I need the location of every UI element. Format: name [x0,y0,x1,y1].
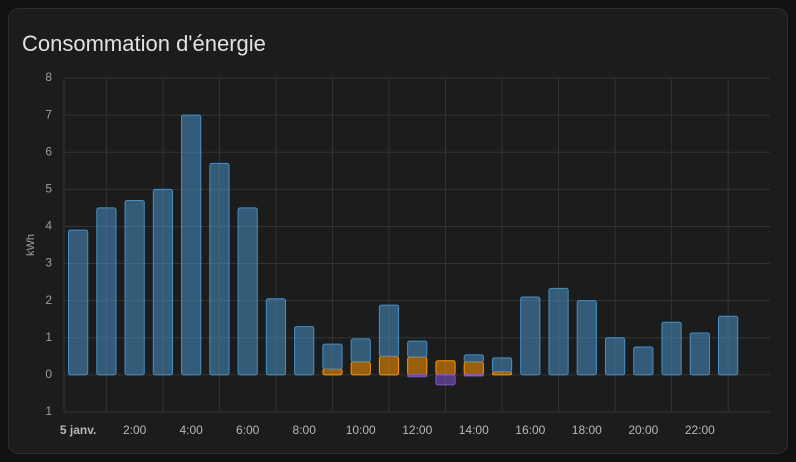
bar [491,357,513,373]
x-tick-label: 8:00 [293,423,317,437]
x-tick-label: 4:00 [179,423,203,437]
y-tick-label: 1 [45,330,52,344]
bar [322,343,343,370]
bar [124,199,145,376]
bar [435,360,456,376]
bar [407,340,428,358]
bar [548,287,569,376]
bar [689,332,710,376]
bar [209,162,230,376]
bars [68,114,739,386]
bar [322,368,343,376]
y-tick-label: 7 [45,107,52,121]
bar [407,374,428,378]
bar [463,354,484,363]
bar [407,356,428,376]
bar [152,188,174,376]
bar [633,346,654,376]
y-axis-title: kWh [25,234,37,256]
x-tick-label: 6:00 [236,423,260,437]
bar [463,361,484,376]
bar [520,296,541,376]
bar [350,338,371,363]
x-tick-label: 22:00 [685,423,715,437]
y-tick-label: 4 [45,219,52,233]
y-tick-label: 1 [45,404,52,418]
x-tick-label: 2:00 [123,423,147,437]
y-tick-label: 0 [45,367,52,381]
x-tick-label: 14:00 [459,423,489,437]
bar [661,321,682,376]
bar [68,229,89,376]
chart-title: Consommation d'énergie [22,31,266,56]
bar [378,355,400,376]
bar [265,298,287,376]
y-tick-label: 8 [45,70,52,84]
y-tick-label: 2 [45,293,52,307]
labels: 1 0 1 2 3 4 5 6 7 8 5 janv. 2:00 4:00 6:00 8:00 10:00 12… [45,70,715,437]
y-tick-label: 5 [45,182,52,196]
bar [294,326,315,376]
bar [576,300,597,376]
y-tick-label: 6 [45,144,52,158]
bar [181,114,202,376]
bar [96,207,117,376]
x-tick-label: 10:00 [346,423,376,437]
x-tick-label: 12:00 [402,423,432,437]
bar [463,374,484,377]
bar [435,374,456,386]
x-tick-label: 16:00 [515,423,545,437]
x-tick-label: 18:00 [572,423,602,437]
x-tick-label: 5 janv. [60,423,96,437]
bar [718,315,739,376]
bar [237,207,258,376]
y-tick-label: 3 [45,256,52,270]
bar [604,337,626,376]
bar [378,304,400,357]
x-tick-label: 20:00 [628,423,658,437]
bar [350,361,371,376]
